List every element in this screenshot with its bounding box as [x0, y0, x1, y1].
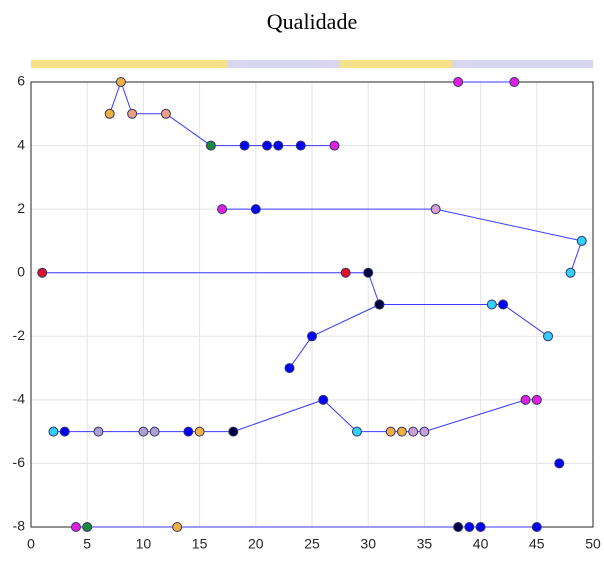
- data-point: [419, 426, 430, 437]
- series-line: [222, 208, 583, 273]
- phase-band: [227, 60, 341, 68]
- data-point: [70, 522, 81, 532]
- data-point: [217, 204, 228, 215]
- y-tick-label: -8: [13, 518, 26, 534]
- data-point: [340, 267, 351, 278]
- data-point: [351, 426, 362, 437]
- data-point: [576, 235, 587, 246]
- data-point: [430, 204, 441, 215]
- data-point: [250, 204, 261, 215]
- data-point: [531, 394, 542, 405]
- data-point: [453, 522, 464, 532]
- series-line: [53, 399, 537, 433]
- data-point: [82, 522, 93, 532]
- x-tick-label: 0: [27, 536, 35, 552]
- data-point: [262, 140, 273, 151]
- x-tick-label: 40: [473, 536, 489, 552]
- data-point: [273, 140, 284, 151]
- data-point: [329, 140, 340, 151]
- data-point: [127, 108, 138, 119]
- data-point: [318, 394, 329, 405]
- data-point: [385, 426, 396, 437]
- x-tick-label: 45: [529, 536, 545, 552]
- x-tick-label: 30: [360, 536, 376, 552]
- y-tick-label: 6: [17, 73, 25, 89]
- x-tick-label: 25: [304, 536, 320, 552]
- data-point: [520, 394, 531, 405]
- data-point: [149, 426, 160, 437]
- y-tick-label: -4: [13, 391, 26, 407]
- y-tick-label: -6: [13, 454, 26, 470]
- data-point: [464, 522, 475, 532]
- data-point: [509, 77, 520, 87]
- y-tick-label: 4: [17, 136, 25, 152]
- y-tick-label: 2: [17, 200, 25, 216]
- x-tick-label: 10: [136, 536, 152, 552]
- data-point: [172, 522, 183, 532]
- data-point: [475, 522, 486, 532]
- data-point: [363, 267, 374, 278]
- data-point: [138, 426, 149, 437]
- data-point: [93, 426, 104, 437]
- data-point: [160, 108, 171, 119]
- data-point: [48, 426, 59, 437]
- data-point: [115, 77, 126, 87]
- y-tick-label: 0: [17, 263, 25, 279]
- x-tick-label: 35: [417, 536, 433, 552]
- data-point: [295, 140, 306, 151]
- data-point: [284, 363, 295, 374]
- phase-band: [452, 60, 593, 68]
- data-point: [307, 331, 317, 342]
- data-point: [554, 458, 565, 469]
- data-point: [183, 426, 194, 437]
- y-tick-label: -2: [13, 327, 26, 343]
- data-point: [396, 426, 407, 437]
- data-point: [194, 426, 205, 437]
- phase-band: [340, 60, 453, 68]
- data-point: [486, 299, 497, 310]
- x-tick-label: 20: [248, 536, 264, 552]
- data-point: [205, 140, 216, 151]
- data-point: [531, 522, 542, 532]
- x-tick-label: 50: [585, 536, 601, 552]
- data-point: [228, 426, 239, 437]
- x-tick-label: 5: [83, 536, 91, 552]
- data-point: [374, 299, 385, 310]
- data-point: [59, 426, 70, 437]
- series-line: [109, 80, 335, 147]
- data-point: [498, 299, 509, 310]
- data-point: [37, 267, 48, 278]
- data-point: [565, 267, 576, 278]
- data-point: [408, 426, 419, 437]
- data-point: [453, 77, 464, 87]
- x-tick-label: 15: [192, 536, 208, 552]
- data-point: [543, 331, 554, 342]
- chart-title: Qualidade: [267, 9, 357, 34]
- series-line: [42, 272, 549, 337]
- data-point: [104, 108, 115, 119]
- data-point: [239, 140, 250, 151]
- phase-band: [31, 60, 228, 68]
